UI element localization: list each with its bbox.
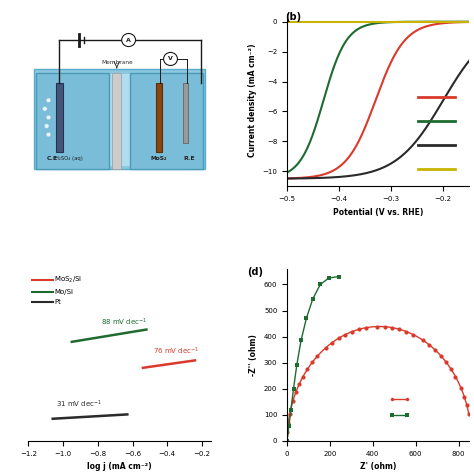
Text: Mo/Si: Mo/Si xyxy=(55,289,73,294)
Circle shape xyxy=(46,132,51,137)
Circle shape xyxy=(43,107,47,111)
Circle shape xyxy=(164,53,177,65)
Bar xyxy=(56,83,63,152)
Text: H₂SO₄ (aq): H₂SO₄ (aq) xyxy=(55,156,82,162)
Y-axis label: -Z'' (ohm): -Z'' (ohm) xyxy=(249,334,258,376)
Polygon shape xyxy=(130,73,203,169)
X-axis label: log j (mA cm⁻²): log j (mA cm⁻²) xyxy=(87,462,152,471)
Text: MoS₂: MoS₂ xyxy=(150,156,167,162)
Text: MoS$_2$/Si: MoS$_2$/Si xyxy=(55,275,83,285)
Bar xyxy=(112,73,121,169)
Y-axis label: Current density (mA cm⁻²): Current density (mA cm⁻²) xyxy=(248,44,257,157)
Text: (b): (b) xyxy=(285,12,301,22)
Polygon shape xyxy=(37,74,201,165)
Polygon shape xyxy=(34,69,205,169)
Text: 76 mV dec$^{-1}$: 76 mV dec$^{-1}$ xyxy=(154,346,200,357)
Bar xyxy=(156,83,162,152)
Text: (d): (d) xyxy=(247,267,263,277)
Text: C.E: C.E xyxy=(46,156,58,162)
X-axis label: Z' (ohm): Z' (ohm) xyxy=(360,462,396,471)
Circle shape xyxy=(44,124,49,128)
Text: A: A xyxy=(126,37,131,43)
Bar xyxy=(183,83,188,143)
Text: 31 mV dec$^{-1}$: 31 mV dec$^{-1}$ xyxy=(56,399,102,410)
Text: Pt: Pt xyxy=(55,299,61,305)
Text: Membrane: Membrane xyxy=(101,60,133,65)
Text: V: V xyxy=(168,56,173,62)
Text: 88 mV dec$^{-1}$: 88 mV dec$^{-1}$ xyxy=(101,317,148,328)
Polygon shape xyxy=(36,73,109,169)
X-axis label: Potential (V vs. RHE): Potential (V vs. RHE) xyxy=(333,208,423,217)
Text: R.E: R.E xyxy=(184,156,195,162)
Circle shape xyxy=(122,34,136,46)
Circle shape xyxy=(46,98,51,102)
Circle shape xyxy=(46,115,51,119)
